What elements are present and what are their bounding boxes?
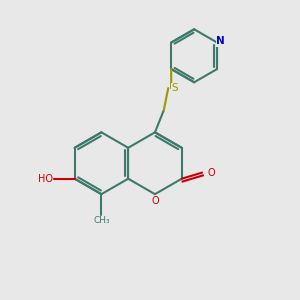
Text: HO: HO (38, 174, 52, 184)
Text: O: O (207, 168, 215, 178)
Text: CH₃: CH₃ (93, 216, 110, 225)
Text: N: N (216, 36, 225, 46)
Text: O: O (151, 196, 159, 206)
Text: S: S (171, 83, 178, 93)
